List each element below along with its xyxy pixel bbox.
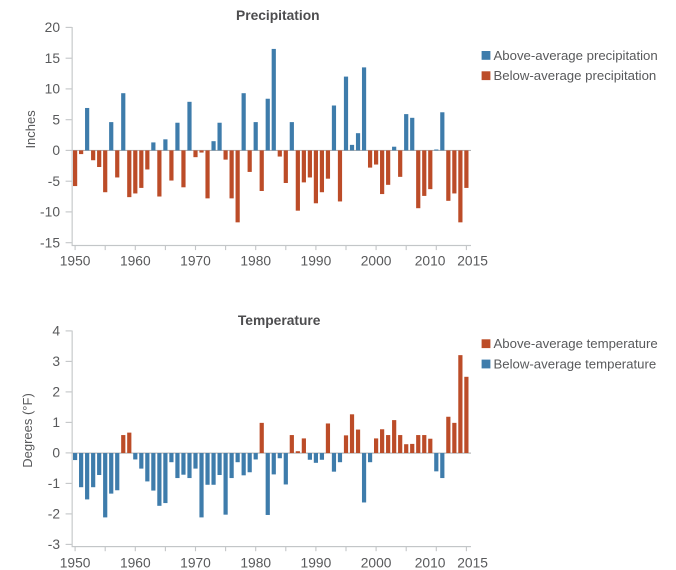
svg-text:Degrees (°F): Degrees (°F) [20, 393, 35, 468]
svg-text:1990: 1990 [301, 555, 332, 570]
svg-text:5: 5 [52, 113, 60, 128]
svg-text:Above-average precipitation: Above-average precipitation [494, 48, 658, 63]
svg-text:1970: 1970 [180, 555, 211, 570]
svg-text:1950: 1950 [60, 254, 91, 269]
svg-text:Precipitation: Precipitation [236, 8, 320, 23]
svg-text:4: 4 [52, 324, 60, 339]
svg-text:2000: 2000 [361, 555, 392, 570]
svg-text:1970: 1970 [180, 254, 211, 269]
svg-text:2015: 2015 [457, 254, 488, 269]
svg-text:2015: 2015 [457, 555, 488, 570]
svg-text:2: 2 [52, 385, 60, 400]
svg-text:-10: -10 [40, 205, 60, 220]
svg-text:10: 10 [45, 82, 61, 97]
svg-text:1990: 1990 [301, 254, 332, 269]
svg-text:3: 3 [52, 354, 60, 369]
svg-text:-5: -5 [48, 174, 61, 189]
svg-text:2000: 2000 [361, 254, 392, 269]
svg-text:Temperature: Temperature [238, 313, 321, 328]
svg-text:0: 0 [52, 143, 60, 158]
svg-text:2010: 2010 [415, 555, 446, 570]
svg-text:15: 15 [45, 51, 61, 66]
svg-text:-2: -2 [48, 507, 60, 522]
svg-text:1: 1 [52, 415, 60, 430]
svg-text:1960: 1960 [120, 254, 151, 269]
svg-text:-1: -1 [48, 476, 60, 491]
svg-text:-15: -15 [40, 236, 60, 251]
svg-text:1950: 1950 [60, 555, 91, 570]
svg-text:1960: 1960 [120, 555, 151, 570]
svg-text:2010: 2010 [415, 254, 446, 269]
svg-text:Inches: Inches [23, 110, 38, 149]
svg-text:0: 0 [52, 446, 60, 461]
svg-text:Below-average precipitation: Below-average precipitation [494, 68, 657, 83]
svg-text:20: 20 [45, 20, 61, 35]
svg-text:Above-average temperature: Above-average temperature [494, 336, 658, 351]
svg-text:1980: 1980 [240, 555, 271, 570]
svg-text:1980: 1980 [240, 254, 271, 269]
svg-text:-3: -3 [48, 537, 61, 552]
svg-text:Below-average temperature: Below-average temperature [494, 356, 657, 371]
